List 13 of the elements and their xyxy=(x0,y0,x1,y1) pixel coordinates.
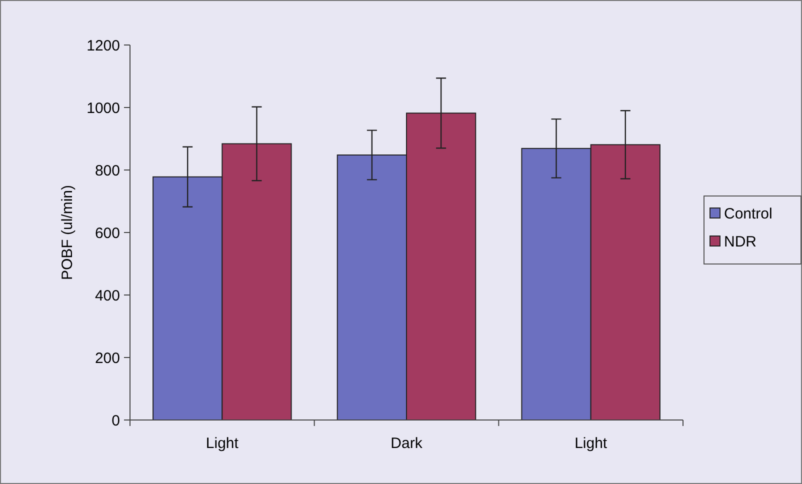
y-axis-title: POBF (ul/min) xyxy=(59,184,76,280)
y-tick-label: 800 xyxy=(94,162,120,180)
legend-label: NDR xyxy=(724,233,757,250)
y-tick-label: 600 xyxy=(94,224,120,242)
legend-label: Control xyxy=(724,205,772,222)
y-tick-label: 400 xyxy=(94,287,120,304)
y-tick-label: 1000 xyxy=(86,100,120,117)
y-tick-label: 0 xyxy=(112,412,120,430)
y-tick-label: 200 xyxy=(94,350,120,367)
x-tick-label: Light xyxy=(206,435,240,452)
x-tick-label: Dark xyxy=(390,435,423,452)
x-tick-label: Light xyxy=(574,435,608,452)
y-tick-label: 1200 xyxy=(86,37,120,54)
